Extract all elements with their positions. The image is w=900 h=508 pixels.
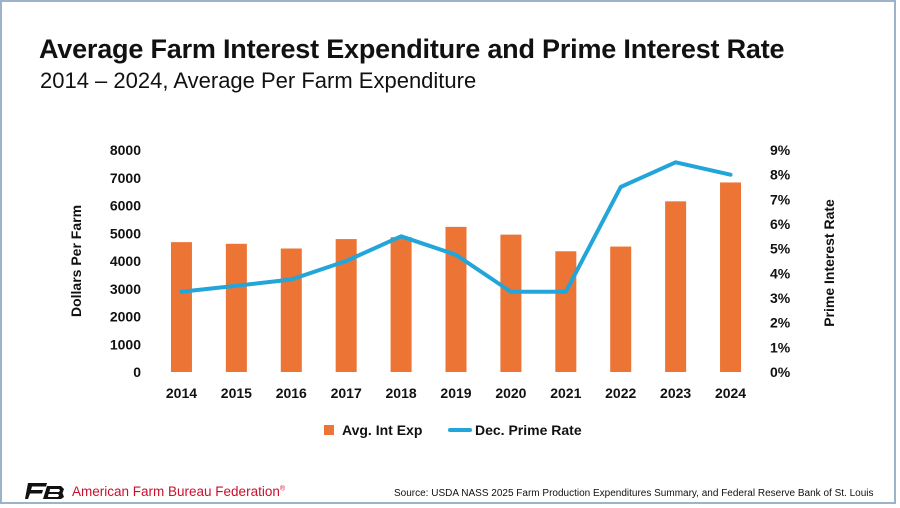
bar-2023 [665, 201, 687, 372]
y-left-tick-label: 8000 [110, 142, 141, 158]
y-left-tick-label: 3000 [110, 281, 141, 297]
chart-title: Average Farm Interest Expenditure and Pr… [39, 34, 785, 64]
x-tick-label: 2023 [660, 385, 691, 401]
bar-2024 [720, 182, 742, 372]
y-left-tick-label: 6000 [110, 198, 141, 214]
y-left-tick-label: 1000 [110, 336, 141, 352]
x-tick-label: 2022 [605, 385, 636, 401]
registered-mark: ® [279, 485, 286, 493]
x-tick-label: 2015 [221, 385, 252, 401]
bar-2022 [610, 246, 632, 372]
bar-2021 [555, 251, 577, 372]
legend-label-bar: Avg. Int Exp [342, 422, 422, 438]
x-tick-label: 2024 [715, 385, 746, 401]
x-tick-label: 2019 [440, 385, 471, 401]
legend-label-line: Dec. Prime Rate [475, 422, 582, 438]
bar-2014 [170, 242, 192, 372]
y-right-tick-label: 8% [770, 167, 791, 183]
bar-2018 [390, 237, 412, 372]
chart-subtitle: 2014 – 2024, Average Per Farm Expenditur… [40, 68, 477, 93]
org-name: American Farm Bureau Federation® [72, 484, 286, 499]
y-right-tick-label: 3% [770, 290, 791, 306]
bar-2017 [335, 239, 357, 372]
x-tick-label: 2020 [495, 385, 526, 401]
afbf-logo-icon [25, 483, 64, 499]
y-left-tick-label: 5000 [110, 225, 141, 241]
y-right-tick-label: 7% [770, 191, 791, 207]
y-right-tick-label: 1% [770, 339, 791, 355]
y-left-tick-label: 7000 [110, 170, 141, 186]
x-tick-label: 2014 [166, 385, 197, 401]
bar-2016 [280, 248, 302, 372]
source-note: Source: USDA NASS 2025 Farm Production E… [394, 488, 874, 499]
y-right-tick-label: 5% [770, 241, 791, 257]
y-right-tick-label: 0% [770, 364, 791, 380]
y-left-tick-label: 0 [133, 364, 141, 380]
y-right-tick-label: 6% [770, 216, 791, 232]
y-right-tick-label: 4% [770, 265, 791, 281]
bar-2019 [445, 226, 467, 372]
x-tick-label: 2018 [386, 385, 417, 401]
bar-2015 [225, 243, 247, 372]
y-left-tick-label: 2000 [110, 309, 141, 325]
x-tick-label: 2021 [550, 385, 581, 401]
y-left-axis-title: Dollars Per Farm [68, 205, 84, 317]
y-right-tick-label: 9% [770, 142, 791, 158]
combo-chart: 0 1000 2000 3000 4000 5000 6000 7000 8000 0% 1% 2% 3… [68, 142, 837, 438]
y-right-axis-title: Prime Interest Rate [821, 199, 837, 327]
y-left-tick-label: 4000 [110, 253, 141, 269]
x-tick-label: 2016 [276, 385, 307, 401]
legend-swatch-bar [324, 425, 334, 435]
x-tick-label: 2017 [331, 385, 362, 401]
bar-2020 [500, 234, 522, 372]
y-right-tick-label: 2% [770, 315, 791, 331]
